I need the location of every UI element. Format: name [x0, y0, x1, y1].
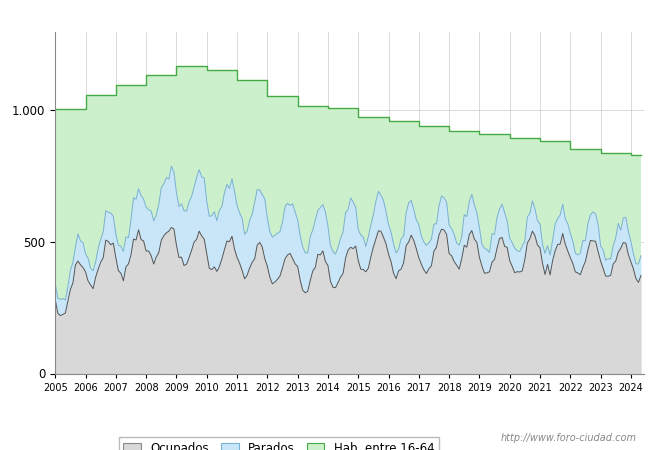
- Text: http://www.foro-ciudad.com: http://www.foro-ciudad.com: [501, 433, 637, 443]
- Legend: Ocupados, Parados, Hab. entre 16-64: Ocupados, Parados, Hab. entre 16-64: [118, 437, 439, 450]
- Text: Minaya - Evolucion de la poblacion en edad de Trabajar Mayo de 2024: Minaya - Evolucion de la poblacion en ed…: [64, 13, 586, 26]
